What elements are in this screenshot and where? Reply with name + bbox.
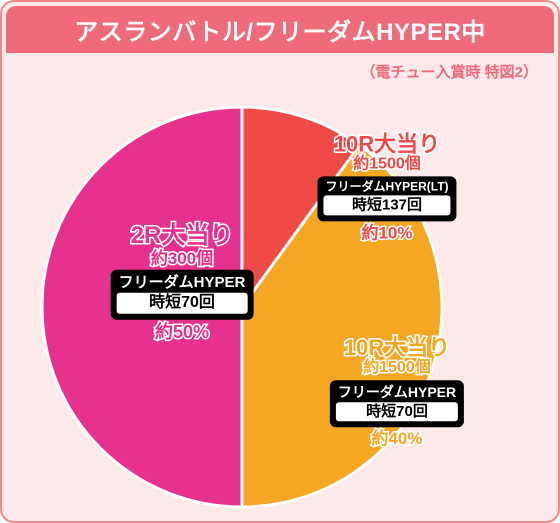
slice-title: 2R大当り — [111, 222, 254, 250]
pie-chart — [2, 72, 560, 523]
slice-count: 約1500個 — [330, 360, 464, 378]
slice-pct: 約10% — [317, 223, 456, 243]
slice-info-10r-b: 10R大当り 約1500個 フリーダムHYPER 時短70回 約40% — [330, 335, 464, 449]
mode-label: フリーダムHYPER(LT) — [323, 180, 450, 194]
mode-box: フリーダムHYPER 時短70回 — [330, 380, 464, 427]
mode-value: 時短70回 — [336, 402, 458, 421]
chart-card: アスランバトル/フリーダムHYPER中 （電チュー入賞時 特図2） 2R大当り … — [0, 0, 560, 523]
slice-title: 10R大当り — [330, 335, 464, 360]
slice-pct: 約50% — [111, 322, 254, 343]
slice-title: 10R大当り — [317, 131, 456, 156]
header-title: アスランバトル/フリーダムHYPER中 — [74, 19, 486, 46]
mode-label: フリーダムHYPER — [117, 274, 248, 291]
mode-value: 時短137回 — [323, 196, 450, 215]
chart-area: 2R大当り 約300個 フリーダムHYPER 時短70回 約50% 10R大当り… — [2, 72, 558, 521]
slice-info-10r-a: 10R大当り 約1500個 フリーダムHYPER(LT) 時短137回 約10% — [317, 131, 456, 242]
mode-label: フリーダムHYPER — [336, 384, 458, 400]
mode-box: フリーダムHYPER 時短70回 — [111, 270, 254, 320]
slice-count: 約1500個 — [317, 156, 456, 174]
mode-value: 時短70回 — [117, 293, 248, 313]
mode-box: フリーダムHYPER(LT) 時短137回 — [317, 176, 456, 221]
slice-pct: 約40% — [330, 429, 464, 449]
slice-count: 約300個 — [111, 248, 254, 268]
slice-info-2r: 2R大当り 約300個 フリーダムHYPER 時短70回 約50% — [111, 222, 254, 342]
card-header: アスランバトル/フリーダムHYPER中 — [6, 6, 554, 53]
